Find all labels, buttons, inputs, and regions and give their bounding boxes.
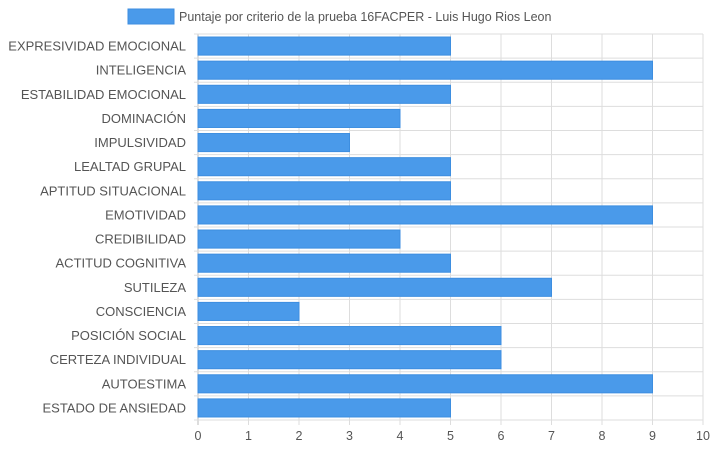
category-label: ESTADO DE ANSIEDAD: [42, 400, 186, 415]
bar[interactable]: [197, 157, 451, 177]
bar[interactable]: [197, 398, 451, 418]
bar[interactable]: [197, 277, 552, 297]
category-label: EXPRESIVIDAD EMOCIONAL: [8, 39, 186, 54]
bar[interactable]: [197, 350, 502, 370]
bar[interactable]: [197, 229, 401, 249]
bar[interactable]: [197, 374, 653, 394]
category-label: CERTEZA INDIVIDUAL: [50, 352, 186, 367]
x-tick-label: 2: [296, 429, 303, 443]
x-axis-ticks: 0 1 2 3 4 5 6 7 8 9 10: [195, 429, 710, 443]
x-tick-label: 4: [397, 429, 404, 443]
bars: [197, 36, 653, 418]
x-tick-label: 8: [599, 429, 606, 443]
category-label: ESTABILIDAD EMOCIONAL: [21, 87, 186, 102]
x-tick-label: 0: [195, 429, 202, 443]
category-label: CREDIBILIDAD: [95, 232, 186, 247]
category-label: POSICIÓN SOCIAL: [71, 328, 186, 343]
bar[interactable]: [197, 205, 653, 225]
category-label: IMPULSIVIDAD: [94, 135, 186, 150]
category-label: APTITUD SITUACIONAL: [40, 183, 186, 198]
bar[interactable]: [197, 326, 502, 346]
category-label: CONSCIENCIA: [96, 304, 187, 319]
category-label: AUTOESTIMA: [102, 376, 187, 391]
bar[interactable]: [197, 36, 451, 56]
x-tick-label: 7: [548, 429, 555, 443]
category-label: LEALTAD GRUPAL: [74, 159, 186, 174]
bar[interactable]: [197, 108, 401, 128]
x-tick-label: 1: [245, 429, 252, 443]
legend-swatch: [127, 8, 175, 25]
category-label: DOMINACIÓN: [102, 111, 187, 126]
bar[interactable]: [197, 60, 653, 80]
category-label: INTELIGENCIA: [96, 63, 187, 78]
x-tick-label: 3: [346, 429, 353, 443]
x-tick-label: 5: [447, 429, 454, 443]
bar[interactable]: [197, 301, 300, 321]
bar[interactable]: [197, 84, 451, 104]
category-label: EMOTIVIDAD: [105, 207, 186, 222]
bar[interactable]: [197, 133, 350, 153]
category-label: SUTILEZA: [124, 280, 186, 295]
x-tick-label: 6: [498, 429, 505, 443]
x-tick-label: 10: [696, 429, 710, 443]
category-label: ACTITUD COGNITIVA: [56, 256, 187, 271]
bar[interactable]: [197, 181, 451, 201]
legend-label: Puntaje por criterio de la prueba 16FACP…: [179, 10, 551, 24]
legend[interactable]: Puntaje por criterio de la prueba 16FACP…: [127, 8, 551, 25]
x-tick-label: 9: [649, 429, 656, 443]
category-labels: EXPRESIVIDAD EMOCIONAL INTELIGENCIA ESTABI…: [8, 39, 186, 416]
bar[interactable]: [197, 253, 451, 273]
